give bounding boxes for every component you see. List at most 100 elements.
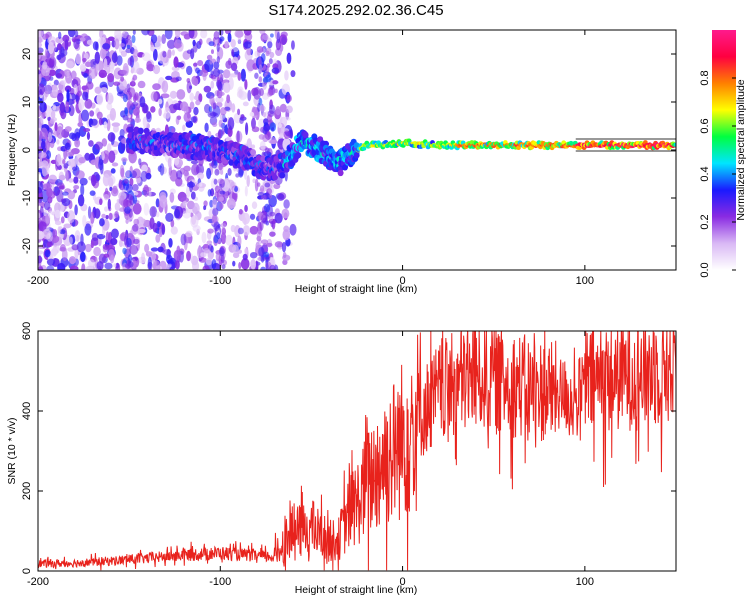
spectrogram-noise-cell [38,250,44,255]
spectrogram-noise-cell [74,30,79,38]
spectrogram-noise-cell [227,168,232,176]
spectrogram-noise-cell [39,205,44,218]
spectrogram-ridge-cell [341,164,348,171]
spectrogram-noise-cell [108,212,113,221]
spectrogram-noise-cell [218,129,222,140]
spectrogram-noise-cell [218,196,225,202]
spectrogram-noise-cell [262,77,269,83]
spectrogram-noise-cell [237,235,242,248]
spectrogram-noise-cell [259,221,264,231]
spectrogram-noise-cell [285,105,293,114]
spectrogram-noise-cell [207,228,214,234]
spectrogram-noise-cell [64,126,72,132]
spectrogram-noise-cell [96,93,104,106]
spectrogram-noise-cell [124,263,131,269]
spectrogram-noise-cell [79,177,88,186]
spectrogram-noise-cell [189,101,195,110]
spectrogram-noise-cell [150,91,158,102]
spectrogram-noise-cell [125,218,129,224]
spectrogram-noise-cell [54,209,61,219]
spectrogram-noise-cell [218,119,223,128]
spectrogram-noise-cell [132,195,138,204]
spectrogram-noise-cell [244,79,248,90]
spectrogram-noise-cell [113,263,117,268]
spectrogram-noise-cell [226,198,236,210]
spectrogram-noise-cell [162,51,167,58]
spectrogram-noise-cell [114,202,121,212]
spectrogram-noise-cell [41,163,48,177]
spectrogram-noise-cell [132,30,136,35]
spectrogram-noise-cell [165,212,174,223]
spectrogram-noise-cell [155,211,160,218]
spectrogram-noise-cell [262,34,269,41]
spectrogram-noise-cell [127,232,134,238]
spectrogram-noise-cell [260,53,266,63]
spectrogram-noise-cell [45,150,52,160]
spectrogram-ridge-cell [250,149,257,156]
spectrogram-noise-cell [243,30,252,36]
snr-x-tick-label: -200 [27,576,49,588]
spectrogram-noise-cell [161,34,166,45]
spectrogram-noise-cell [190,191,196,200]
spectrogram-noise-cell [38,221,47,232]
spectrogram-noise-cell [207,130,212,138]
spectrogram-noise-cell [175,177,183,187]
spectrogram-noise-cell [99,198,103,206]
spectrogram-noise-cell [258,247,265,257]
spectrogram-noise-cell [110,168,116,174]
spectrogram-noise-cell [44,249,51,258]
spectrogram-noise-cell [137,80,146,89]
spectrogram-noise-cell [258,64,263,74]
spectrogram-noise-cell [120,76,125,82]
spectrogram-noise-cell [259,105,266,112]
spectrogram-noise-cell [46,241,53,248]
spectrogram-noise-cell [242,101,249,107]
spectrogram-noise-cell [214,168,220,176]
spectrogram-noise-cell [259,140,266,150]
spectrogram-noise-cell [68,158,75,167]
spectrogram-noise-cell [189,92,195,102]
spectrogram-noise-cell [200,30,208,39]
spectrogram-noise-cell [108,150,116,163]
spectrogram-noise-cell [271,67,280,74]
spectrogram-noise-cell [266,63,271,68]
spectrogram-noise-cell [105,214,109,220]
spectrogram-noise-cell [190,160,199,165]
spectrogram-noise-cell [57,43,62,51]
spectrogram-noise-cell [55,154,62,167]
spectrogram-noise-cell [133,218,140,226]
spectrogram-noise-cell [80,183,85,197]
snr-y-label: SNR (10 * v/v) [6,417,18,484]
spectrogram-noise-cell [152,222,158,233]
spectrogram-noise-cell [56,54,62,61]
spectrogram-x-label: Height of straight line (km) [295,283,418,295]
spectrogram-noise-cell [213,31,220,40]
spectrogram-noise-cell [176,89,186,100]
spectrogram-noise-cell [269,139,278,144]
spectrogram-noise-cell [209,59,213,65]
spectrogram-noise-cell [214,185,220,193]
spectrogram-noise-cell [38,255,43,264]
spectrogram-noise-cell [210,80,215,89]
spectrogram-noise-cell [242,253,248,261]
spectrogram-noise-cell [226,94,231,104]
spectrogram-noise-cell [144,243,150,253]
spectrogram-noise-cell [89,110,95,117]
spectrogram-noise-cell [278,122,282,129]
snr-y-ticks: 0 200 400 600 [21,322,676,574]
spectrogram-noise-cell [73,38,80,50]
spectrogram-noise-cell [38,42,43,48]
spectrogram-noise-cell [270,220,274,228]
spectrogram-noise-cell [227,32,232,43]
spectrogram-noise-cell [117,91,125,97]
spectrogram-noise-cell [180,197,190,203]
spectrogram-noise-cell [42,228,52,240]
spectrogram-noise-cell [90,159,97,166]
spectrogram-noise-cell [38,130,43,142]
spectrogram-noise-cell [216,56,221,64]
spectrogram-noise-cell [103,58,108,71]
spectrogram-noise-cell [90,211,95,224]
spectrogram-noise-cell [212,198,218,209]
spectrogram-noise-cell [256,230,263,239]
